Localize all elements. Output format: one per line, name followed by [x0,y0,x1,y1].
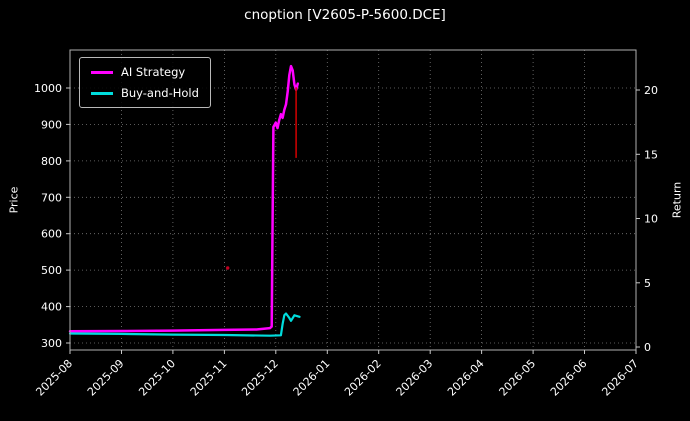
svg-text:2026-03: 2026-03 [394,357,436,399]
legend-label-buy-and-hold: Buy-and-Hold [121,86,199,100]
svg-text:2026-05: 2026-05 [497,357,539,399]
svg-text:2025-10: 2025-10 [136,357,178,399]
ai-strategy-line-swatch-icon [91,70,113,74]
svg-text:2025-08: 2025-08 [33,357,75,399]
svg-text:5: 5 [644,277,651,290]
svg-text:2026-06: 2026-06 [548,357,590,399]
svg-text:0: 0 [644,341,651,354]
svg-text:2026-07: 2026-07 [599,357,641,399]
svg-text:2025-12: 2025-12 [239,357,281,399]
svg-text:2025-09: 2025-09 [85,357,127,399]
svg-text:900: 900 [41,118,62,131]
svg-text:300: 300 [41,337,62,350]
svg-text:800: 800 [41,155,62,168]
legend-entry-ai-strategy: AI Strategy [91,65,199,79]
svg-text:600: 600 [41,228,62,241]
svg-text:20: 20 [644,84,658,97]
svg-text:2025-11: 2025-11 [188,357,230,399]
svg-text:400: 400 [41,301,62,314]
svg-text:15: 15 [644,148,658,161]
signal-marker-dot [226,266,230,270]
svg-text:10: 10 [644,213,658,226]
svg-text:700: 700 [41,191,62,204]
svg-text:500: 500 [41,264,62,277]
legend-entry-buy-and-hold: Buy-and-Hold [91,86,199,100]
legend-label-ai-strategy: AI Strategy [121,65,186,79]
series-line-ai-strategy [68,64,300,333]
svg-text:2026-02: 2026-02 [342,357,384,399]
svg-text:1000: 1000 [34,82,62,95]
chart-legend: AI Strategy Buy-and-Hold [79,57,211,108]
svg-text:2026-04: 2026-04 [445,357,487,399]
svg-text:2026-01: 2026-01 [291,357,333,399]
buy-and-hold-line-swatch-icon [91,91,113,95]
series-line-buy-and-hold [68,312,301,337]
chart-title: cnoption [V2605-P-5600.DCE] [244,7,446,23]
